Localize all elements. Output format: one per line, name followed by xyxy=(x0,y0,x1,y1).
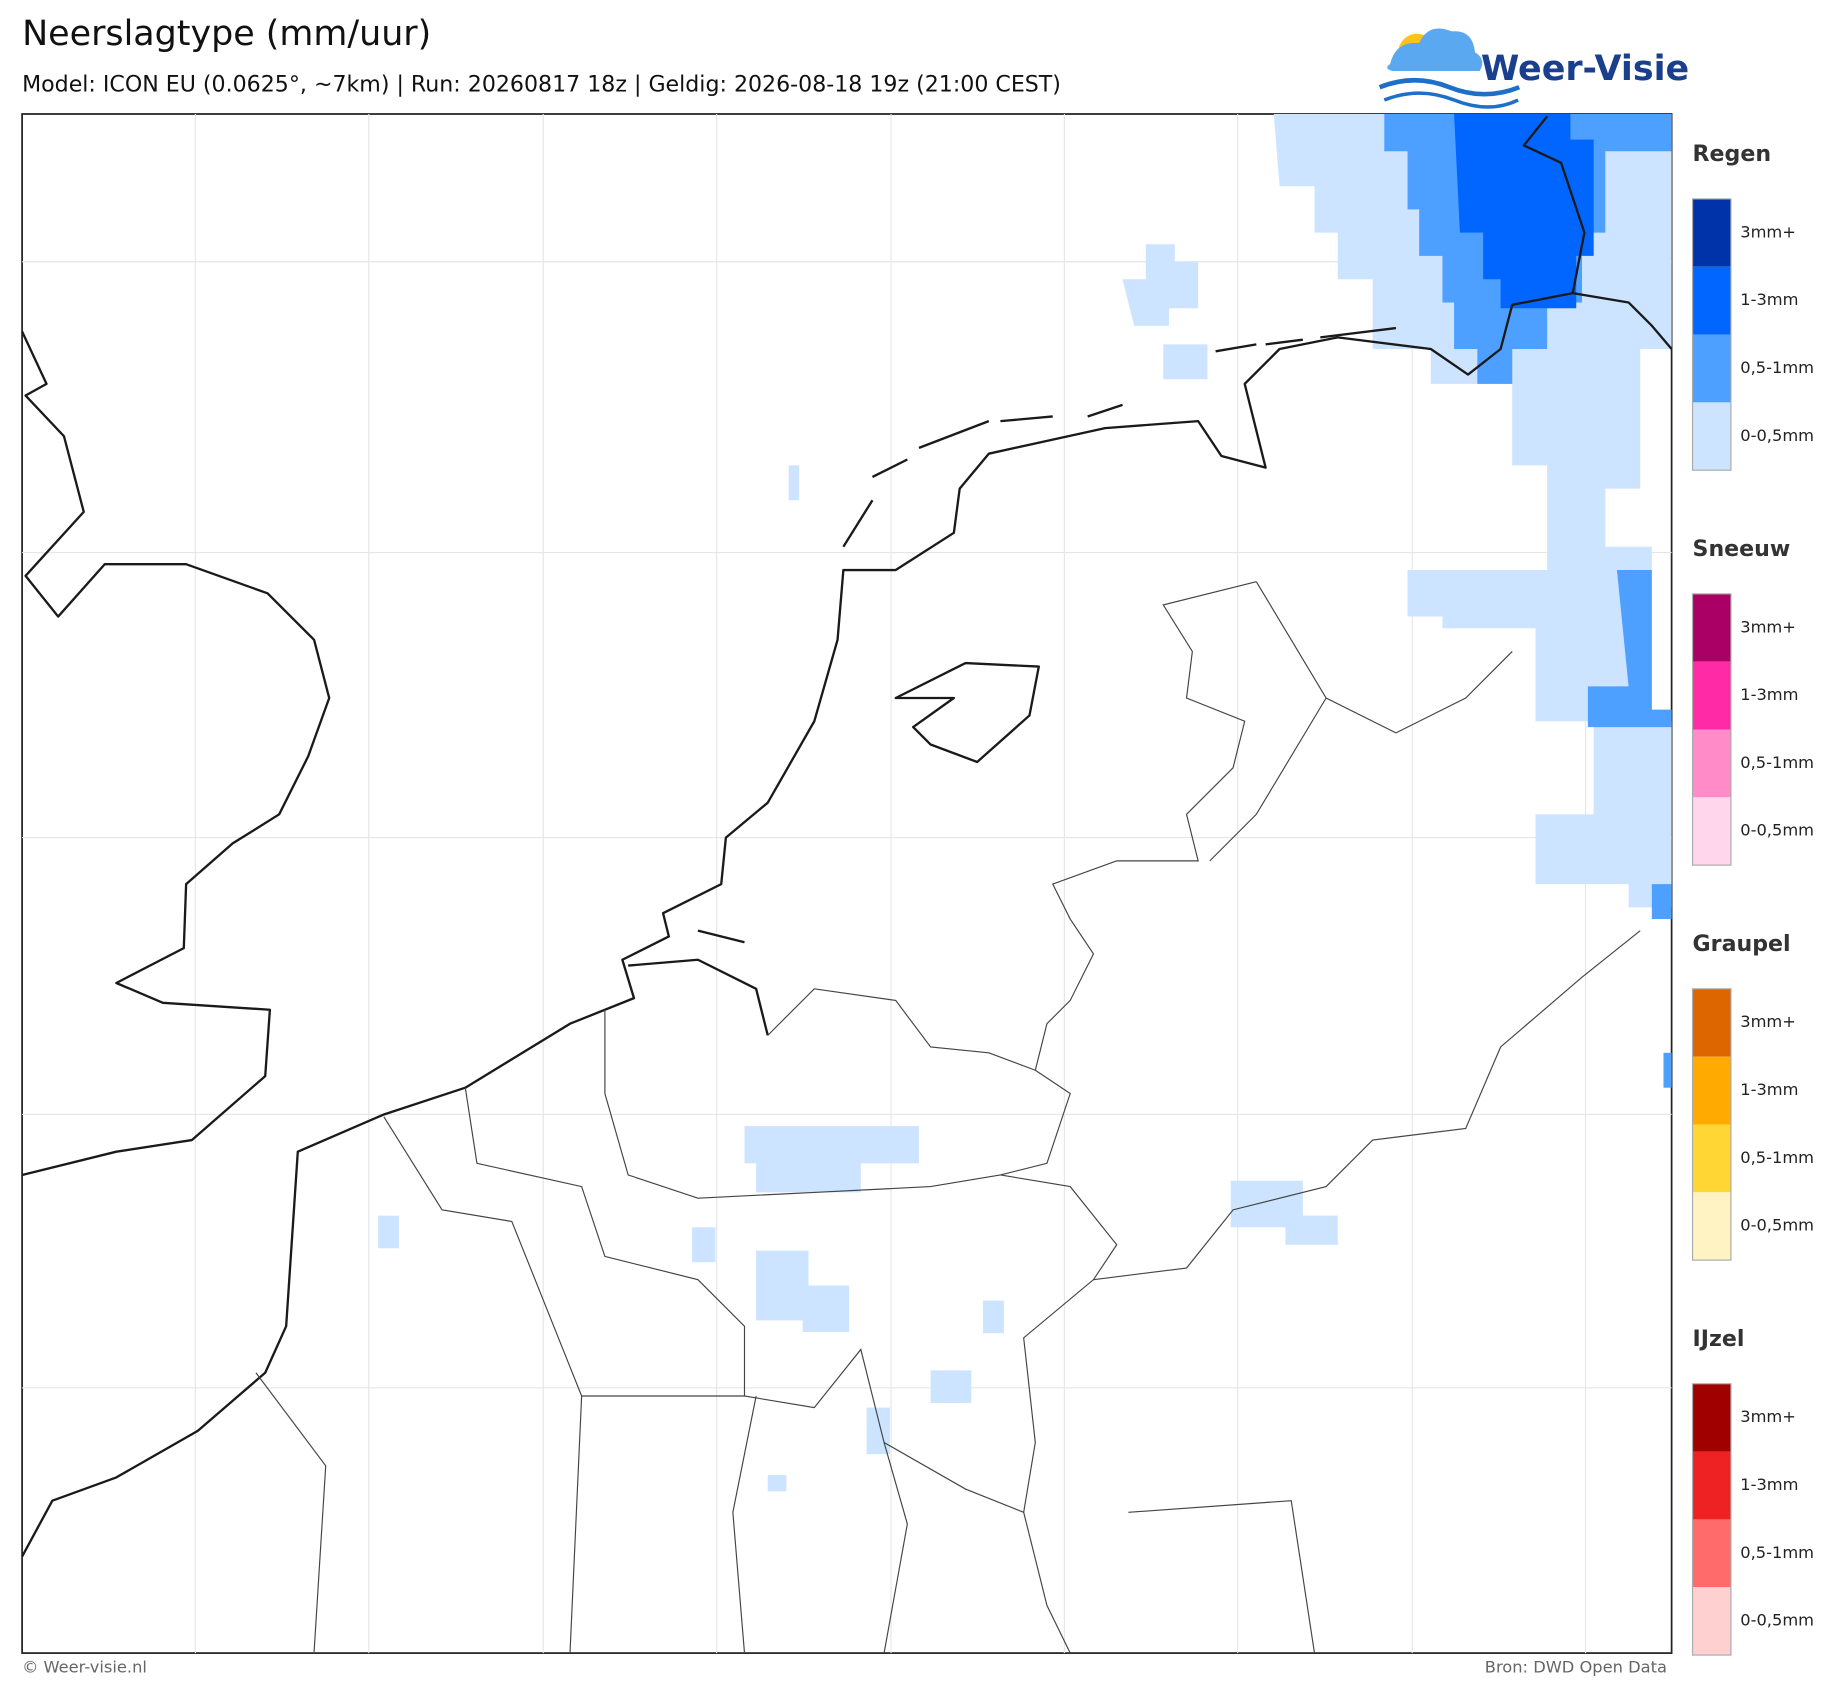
graticule xyxy=(22,114,1672,1654)
legend-frame xyxy=(1691,1383,1732,1656)
legend-label: 3mm+ xyxy=(1740,617,1796,636)
legend-label: 0-0,5mm xyxy=(1740,426,1814,445)
legend-swatch xyxy=(1692,661,1731,730)
legend-label: 1-3mm xyxy=(1740,685,1798,704)
legend-label: 0,5-1mm xyxy=(1740,1148,1814,1167)
legend-title: Graupel xyxy=(1693,931,1791,957)
legend-label: 0,5-1mm xyxy=(1740,753,1814,772)
legend: Regen 3mm+ 1-3mm 0,5-1mm 0-0,5mm Sneeuw 3mm+ 1-… xyxy=(1691,141,1814,1656)
legend-swatch xyxy=(1692,1587,1731,1656)
legend-swatch xyxy=(1692,198,1731,267)
legend-swatch xyxy=(1692,1383,1731,1452)
legend-swatch xyxy=(1692,797,1731,866)
legend-swatch xyxy=(1692,1451,1731,1520)
legend-label: 1-3mm xyxy=(1740,1080,1798,1099)
legend-label: 0-0,5mm xyxy=(1740,1216,1814,1235)
legend-swatch xyxy=(1692,1056,1731,1125)
legend-title: Sneeuw xyxy=(1693,536,1791,562)
legend-label: 0,5-1mm xyxy=(1740,358,1814,377)
logo: Weer-Visie xyxy=(1378,28,1689,109)
legend-swatch xyxy=(1692,402,1731,471)
precipitation xyxy=(378,114,1672,1492)
legend-swatch xyxy=(1692,729,1731,798)
legend-swatch xyxy=(1692,1192,1731,1261)
legend-swatch xyxy=(1692,988,1731,1057)
legend-swatch xyxy=(1692,1124,1731,1193)
legend-label: 1-3mm xyxy=(1740,290,1798,309)
legend-label: 0-0,5mm xyxy=(1740,821,1814,840)
subtitle: Model: ICON EU (0.0625°, ~7km) | Run: 20… xyxy=(22,71,1061,97)
coastlines xyxy=(21,115,1673,1558)
legend-title: IJzel xyxy=(1693,1326,1745,1352)
borders xyxy=(255,581,1641,1654)
legend-swatch xyxy=(1692,1519,1731,1588)
legend-frame xyxy=(1691,593,1732,866)
legend-label: 3mm+ xyxy=(1740,1012,1796,1031)
legend-swatch xyxy=(1692,593,1731,662)
legend-frame xyxy=(1691,198,1732,471)
legend-label: 1-3mm xyxy=(1740,1475,1798,1494)
legend-label: 0-0,5mm xyxy=(1740,1611,1814,1630)
legend-label: 3mm+ xyxy=(1740,222,1796,241)
legend-swatch xyxy=(1692,266,1731,335)
logo-text: Weer-Visie xyxy=(1481,49,1689,89)
map xyxy=(21,113,1673,1654)
footer-left: © Weer-visie.nl xyxy=(22,1658,147,1677)
legend-label: 3mm+ xyxy=(1740,1407,1796,1426)
legend-label: 0,5-1mm xyxy=(1740,1543,1814,1562)
legend-title: Regen xyxy=(1693,141,1772,167)
title: Neerslagtype (mm/uur) xyxy=(22,14,431,54)
footer-right: Bron: DWD Open Data xyxy=(1485,1658,1667,1677)
legend-swatch xyxy=(1692,334,1731,403)
legend-frame xyxy=(1691,988,1732,1261)
